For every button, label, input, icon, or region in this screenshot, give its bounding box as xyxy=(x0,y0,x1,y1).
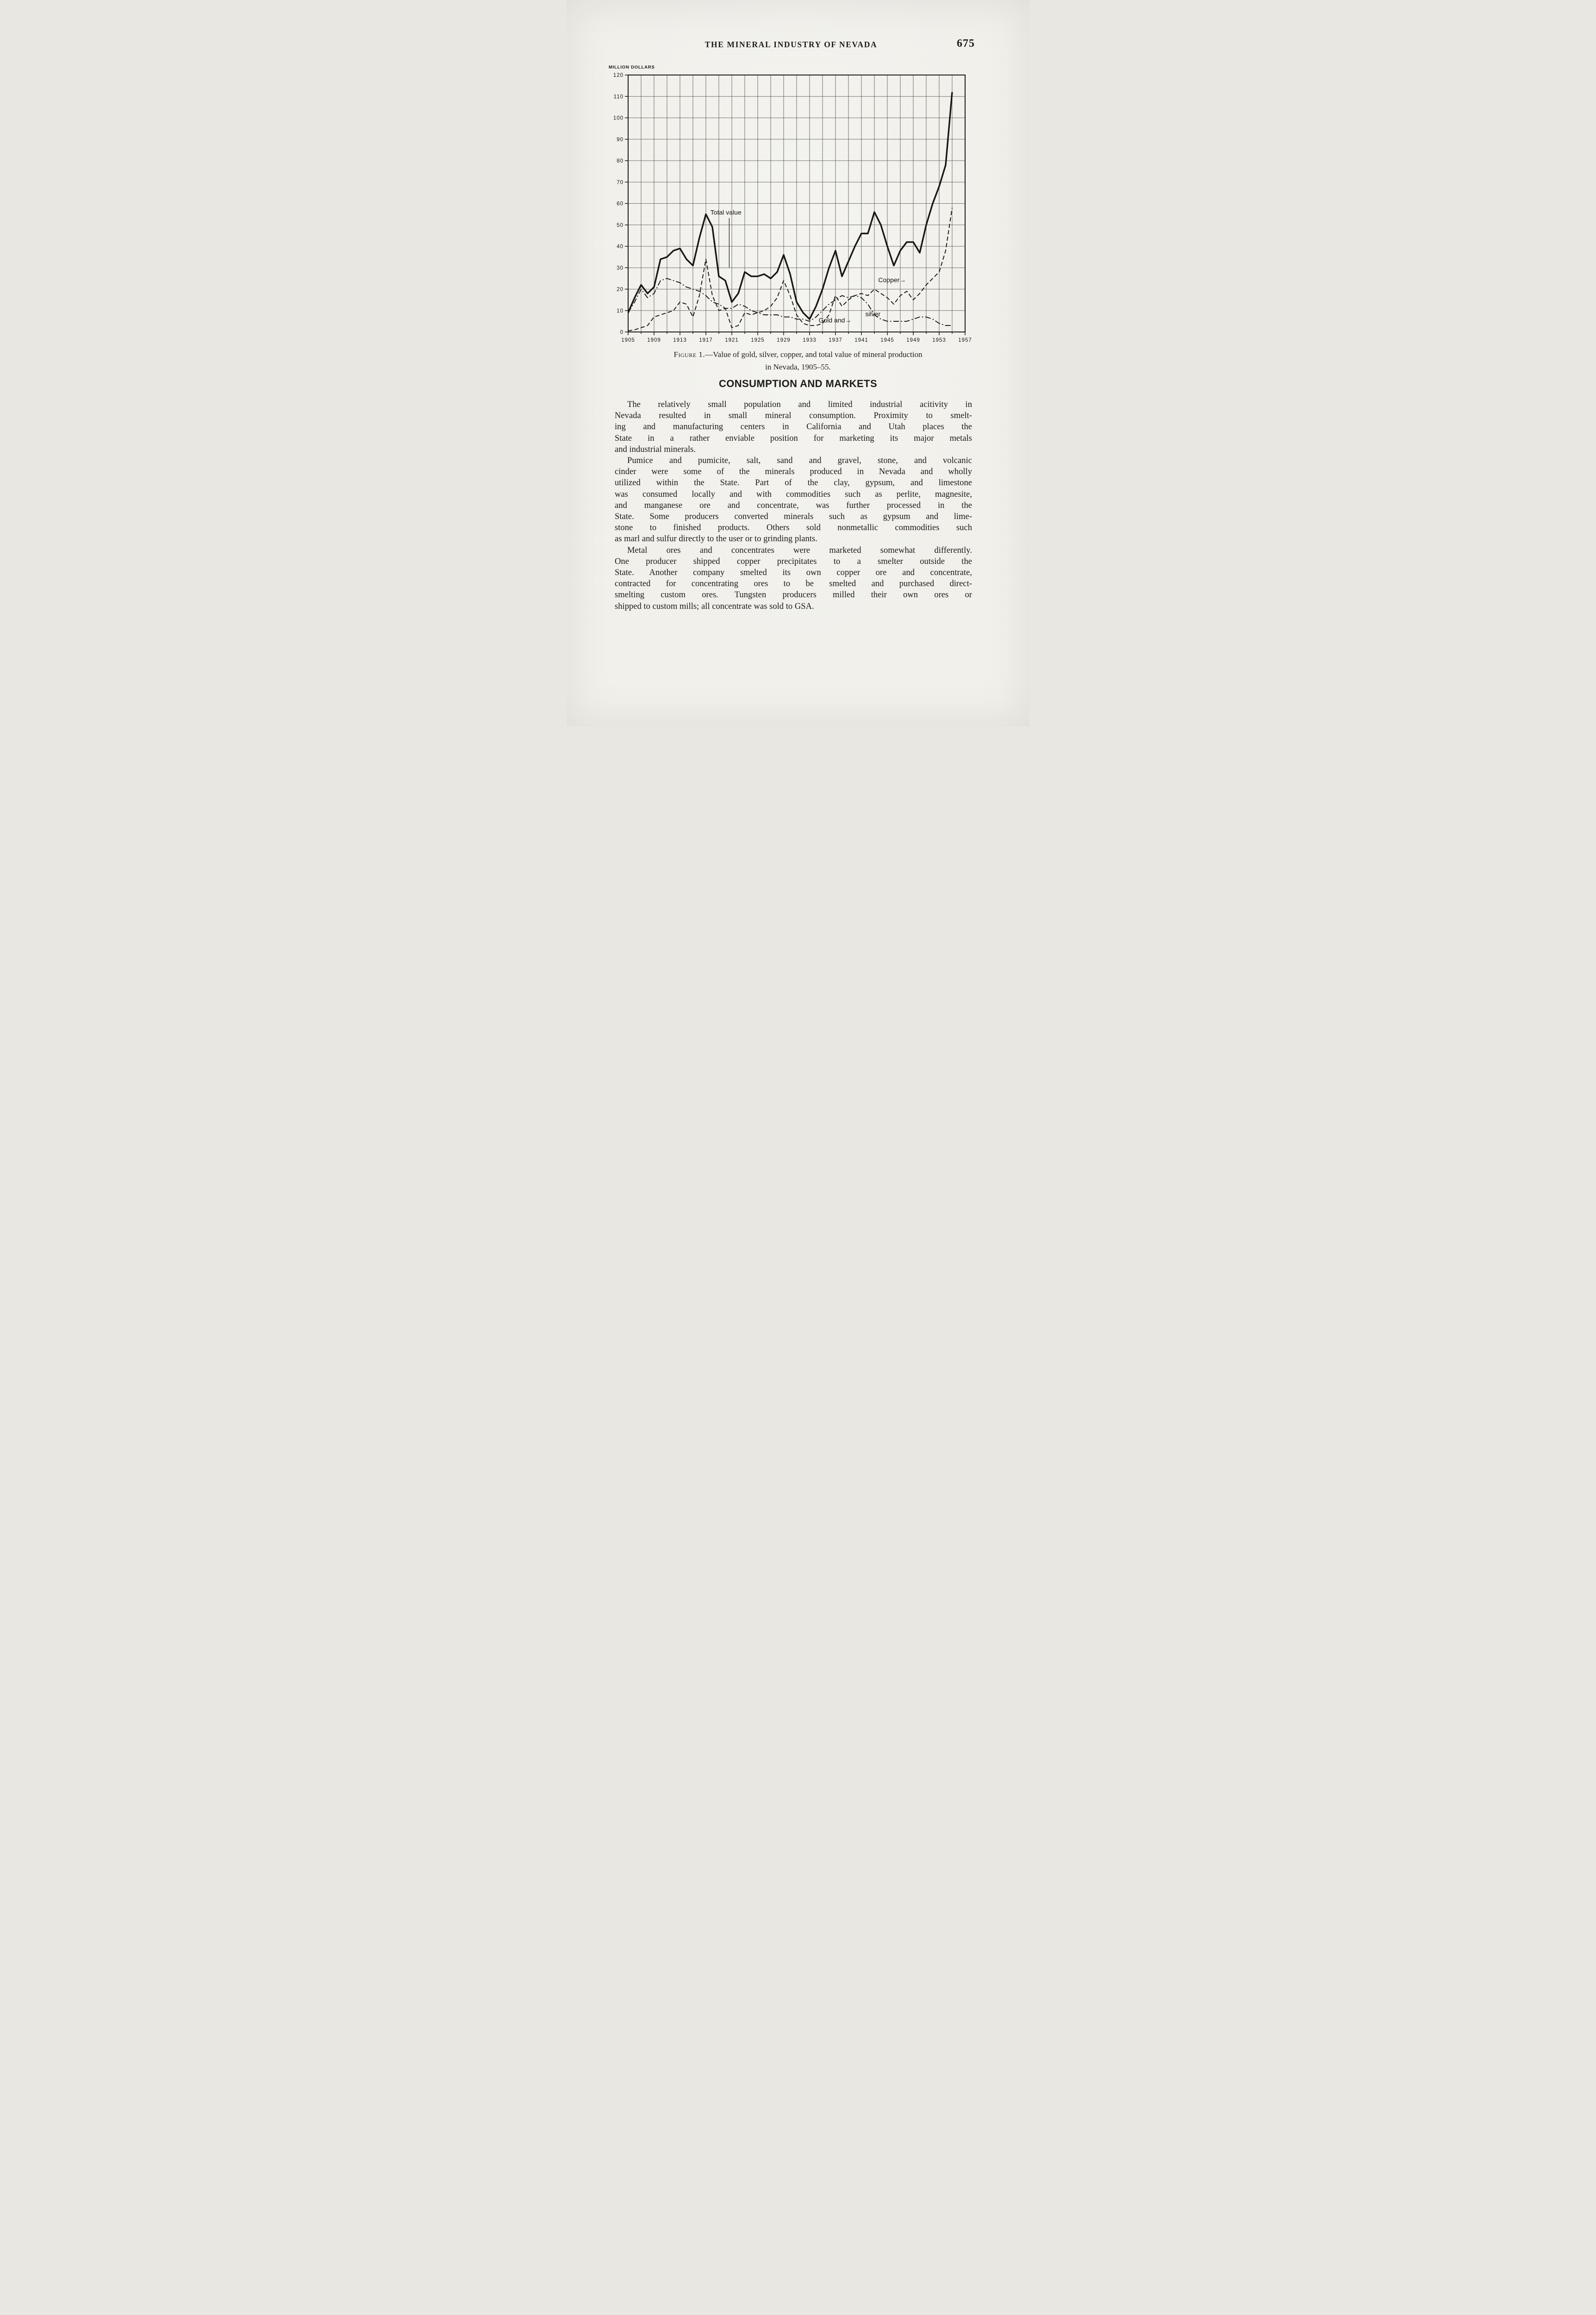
x-tick-label: 1933 xyxy=(803,338,817,343)
series-gold-and-silver xyxy=(628,278,952,326)
paragraph: Metal ores and concentrates were markete… xyxy=(615,545,972,612)
text-line: smelting custom ores. Tungsten producers… xyxy=(615,590,972,600)
text-line: stone to finished products. Others sold … xyxy=(615,523,972,533)
y-tick-label: 120 xyxy=(613,73,623,78)
x-tick-label: 1905 xyxy=(621,338,635,343)
text-line: as marl and sulfur directly to the user … xyxy=(615,534,817,544)
text-line: Nevada resulted in small mineral consump… xyxy=(615,411,972,421)
text-line: and industrial minerals. xyxy=(615,444,696,454)
text-line: shipped to custom mills; all concentrate… xyxy=(615,601,814,611)
y-tick-label: 80 xyxy=(617,158,623,164)
text-line: One producer shipped copper precipitates… xyxy=(615,556,972,566)
paragraph: The relatively small population and limi… xyxy=(615,399,972,455)
y-tick-label: 90 xyxy=(617,137,623,143)
chart-annotation: silver xyxy=(865,310,880,318)
text-line: ing and manufacturing centers in Califor… xyxy=(615,422,972,432)
text-line: State. Another company smelted its own c… xyxy=(615,568,972,578)
text-line: The relatively small population and limi… xyxy=(627,400,972,409)
figure-caption-text: —Value of gold, silver, copper, and tota… xyxy=(705,350,923,359)
x-tick-label: 1937 xyxy=(829,338,842,343)
y-tick-label: 30 xyxy=(617,265,623,271)
x-tick-label: 1909 xyxy=(647,338,661,343)
x-tick-label: 1945 xyxy=(880,338,894,343)
x-tick-label: 1941 xyxy=(854,338,868,343)
figure-caption-line1: Figure 1.—Value of gold, silver, copper,… xyxy=(567,348,1029,361)
text-line: State in a rather enviable position for … xyxy=(615,433,972,443)
y-axis-unit-label: MILLION DOLLARS xyxy=(609,65,655,70)
x-tick-label: 1953 xyxy=(932,338,946,343)
series-copper xyxy=(628,207,953,332)
chart-annotation: Gold and→ xyxy=(819,317,852,324)
paragraph: Pumice and pumicite, salt, sand and grav… xyxy=(615,455,972,545)
y-tick-label: 70 xyxy=(617,180,623,185)
y-tick-label: 100 xyxy=(613,116,623,121)
text-line: and manganese ore and concentrate, was f… xyxy=(615,500,972,510)
y-tick-label: 110 xyxy=(614,94,623,100)
figure-caption: Figure 1.—Value of gold, silver, copper,… xyxy=(567,348,1029,373)
chart-annotation: Total value xyxy=(711,209,742,216)
figure-caption-line2: in Nevada, 1905–55. xyxy=(765,363,831,371)
y-tick-label: 10 xyxy=(617,308,623,314)
text-line: was consumed locally and with commoditie… xyxy=(615,489,972,499)
x-tick-label: 1917 xyxy=(699,338,713,343)
x-tick-label: 1957 xyxy=(958,338,972,343)
y-tick-label: 20 xyxy=(617,287,623,293)
x-tick-label: 1929 xyxy=(777,338,791,343)
section-heading: CONSUMPTION AND MARKETS xyxy=(718,378,878,389)
figure-1-chart: MILLION DOLLARS 0 10 20 30 40 50 60 70 80 90 100 110… xyxy=(607,63,973,346)
figure-label: Figure 1. xyxy=(673,350,705,359)
text-line: Metal ores and concentrates were markete… xyxy=(627,545,972,555)
x-tick-label: 1921 xyxy=(725,338,739,343)
body-text: The relatively small population and limi… xyxy=(615,399,972,612)
page-number: 675 xyxy=(957,38,975,50)
x-tick-label: 1949 xyxy=(906,338,920,343)
text-line: cinder were some of the minerals produce… xyxy=(615,467,972,477)
series-total-value xyxy=(627,92,953,320)
x-tick-label: 1925 xyxy=(751,338,765,343)
mineral-production-chart: MILLION DOLLARS 0 10 20 30 40 50 60 70 80 90 100 110… xyxy=(609,65,972,343)
scanned-page: THE MINERAL INDUSTRY OF NEVADA 675 MILLI… xyxy=(567,0,1029,726)
x-tick-label: 1913 xyxy=(673,338,687,343)
y-tick-label: 40 xyxy=(617,244,623,250)
y-tick-label: 60 xyxy=(617,201,623,207)
running-title: THE MINERAL INDUSTRY OF NEVADA xyxy=(704,40,878,49)
page-header: THE MINERAL INDUSTRY OF NEVADA 675 xyxy=(567,38,1029,56)
text-line: contracted for concentrating ores to be … xyxy=(615,579,972,589)
y-tick-label: 50 xyxy=(617,223,623,228)
chart-annotation: Copper→ xyxy=(878,276,906,284)
text-line: State. Some producers converted minerals… xyxy=(615,512,972,522)
text-line: Pumice and pumicite, salt, sand and grav… xyxy=(627,456,972,466)
text-line: utilized within the State. Part of the c… xyxy=(615,478,972,488)
y-tick-label: 0 xyxy=(620,330,623,335)
